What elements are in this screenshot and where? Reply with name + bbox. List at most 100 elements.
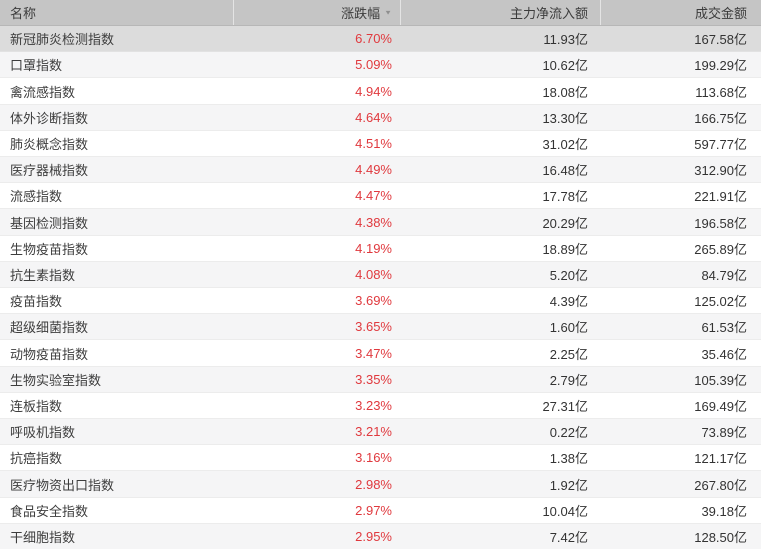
turnover-cell: 221.91亿 (694, 189, 747, 205)
net-inflow-cell: 20.29亿 (542, 215, 588, 231)
index-name-cell: 基因检测指数 (10, 215, 89, 231)
index-name-cell: 流感指数 (10, 189, 63, 205)
table-row[interactable]: 动物疫苗指数 3.47% 2.25亿 35.46亿 (0, 340, 761, 367)
table-row[interactable]: 禽流感指数 4.94% 18.08亿 113.68亿 (0, 78, 761, 105)
index-name-cell: 超级细菌指数 (10, 320, 89, 336)
index-name-cell: 干细胞指数 (10, 529, 76, 545)
net-inflow-cell: 5.20亿 (549, 267, 588, 283)
table-row[interactable]: 新冠肺炎检测指数 6.70% 11.93亿 167.58亿 (0, 26, 761, 53)
net-inflow-cell: 1.38亿 (549, 451, 588, 467)
table-row[interactable]: 呼吸机指数 3.21% 0.22亿 73.89亿 (0, 419, 761, 446)
change-pct-cell: 4.19% (355, 240, 392, 256)
table-row[interactable]: 肺炎概念指数 4.51% 31.02亿 597.77亿 (0, 130, 761, 158)
change-pct-cell: 4.47% (355, 188, 392, 204)
net-inflow-cell: 2.25亿 (549, 346, 588, 362)
net-inflow-cell: 2.79亿 (549, 372, 588, 388)
table-row[interactable]: 生物实验室指数 3.35% 2.79亿 105.39亿 (0, 366, 761, 393)
change-pct-cell: 4.51% (355, 135, 392, 151)
index-name-cell: 连板指数 (10, 398, 63, 414)
column-header-inflow-label: 主力净流入额 (509, 6, 588, 21)
turnover-cell: 265.89亿 (694, 241, 747, 257)
index-name-cell: 食品安全指数 (10, 503, 89, 519)
column-header-name-label: 名称 (10, 6, 37, 21)
column-header-name[interactable]: 名称 (0, 0, 233, 25)
index-name-cell: 医疗器械指数 (10, 163, 89, 179)
change-pct-cell: 2.98% (355, 476, 392, 492)
change-pct-cell: 2.97% (355, 502, 392, 518)
turnover-cell: 312.90亿 (694, 163, 747, 179)
change-pct-cell: 3.21% (355, 424, 392, 440)
index-name-cell: 医疗物资出口指数 (10, 477, 115, 493)
change-pct-cell: 6.70% (355, 31, 392, 47)
change-pct-cell: 2.95% (355, 528, 392, 544)
turnover-cell: 105.39亿 (694, 372, 747, 388)
net-inflow-cell: 4.39亿 (549, 294, 588, 310)
table-row[interactable]: 基因检测指数 4.38% 20.29亿 196.58亿 (0, 209, 761, 236)
table-row[interactable]: 口罩指数 5.09% 10.62亿 199.29亿 (0, 52, 761, 79)
turnover-cell: 84.79亿 (701, 267, 747, 283)
change-pct-cell: 3.23% (355, 397, 392, 413)
index-name-cell: 肺炎概念指数 (10, 136, 89, 152)
change-pct-cell: 3.16% (355, 450, 392, 466)
turnover-cell: 199.29亿 (694, 58, 747, 74)
table-row[interactable]: 医疗器械指数 4.49% 16.48亿 312.90亿 (0, 157, 761, 184)
turnover-cell: 597.77亿 (694, 136, 747, 152)
net-inflow-cell: 27.31亿 (542, 398, 588, 414)
table-row[interactable]: 疫苗指数 3.69% 4.39亿 125.02亿 (0, 288, 761, 315)
table-row[interactable]: 干细胞指数 2.95% 7.42亿 128.50亿 (0, 523, 761, 549)
table-row[interactable]: 超级细菌指数 3.65% 1.60亿 61.53亿 (0, 314, 761, 341)
table-body: 新冠肺炎检测指数 6.70% 11.93亿 167.58亿 口罩指数 5.09%… (0, 26, 761, 549)
turnover-cell: 196.58亿 (694, 215, 747, 231)
index-name-cell: 口罩指数 (10, 58, 63, 74)
column-header-inflow[interactable]: 主力净流入额 (400, 0, 600, 25)
turnover-cell: 128.50亿 (694, 529, 747, 545)
turnover-cell: 125.02亿 (694, 294, 747, 310)
index-name-cell: 疫苗指数 (10, 294, 63, 310)
table-row[interactable]: 生物疫苗指数 4.19% 18.89亿 265.89亿 (0, 235, 761, 262)
index-name-cell: 体外诊断指数 (10, 110, 89, 126)
net-inflow-cell: 10.04亿 (542, 503, 588, 519)
turnover-cell: 73.89亿 (701, 425, 747, 441)
change-pct-cell: 3.47% (355, 345, 392, 361)
table-row[interactable]: 医疗物资出口指数 2.98% 1.92亿 267.80亿 (0, 471, 761, 498)
table-row[interactable]: 抗生素指数 4.08% 5.20亿 84.79亿 (0, 261, 761, 289)
change-pct-cell: 4.38% (355, 214, 392, 230)
column-header-turnover[interactable]: 成交金额 (600, 0, 761, 25)
net-inflow-cell: 1.92亿 (549, 477, 588, 493)
index-name-cell: 新冠肺炎检测指数 (10, 32, 115, 48)
turnover-cell: 267.80亿 (694, 477, 747, 493)
turnover-cell: 121.17亿 (694, 451, 747, 467)
turnover-cell: 113.68亿 (695, 84, 747, 100)
table-row[interactable]: 抗癌指数 3.16% 1.38亿 121.17亿 (0, 445, 761, 472)
turnover-cell: 61.53亿 (701, 320, 747, 336)
index-name-cell: 生物实验室指数 (10, 372, 102, 388)
index-name-cell: 禽流感指数 (10, 84, 76, 100)
change-pct-cell: 3.65% (355, 319, 392, 335)
index-name-cell: 抗生素指数 (10, 267, 76, 283)
net-inflow-cell: 13.30亿 (542, 110, 588, 126)
column-header-change-label: 涨跌幅 (341, 6, 381, 21)
net-inflow-cell: 11.93亿 (543, 32, 588, 48)
turnover-cell: 166.75亿 (694, 110, 747, 126)
table-row[interactable]: 连板指数 3.23% 27.31亿 169.49亿 (0, 392, 761, 420)
change-pct-cell: 4.08% (355, 266, 392, 282)
index-name-cell: 呼吸机指数 (10, 425, 76, 441)
turnover-cell: 39.18亿 (701, 503, 747, 519)
change-pct-cell: 4.64% (355, 109, 392, 125)
table-row[interactable]: 流感指数 4.47% 17.78亿 221.91亿 (0, 183, 761, 210)
table-row[interactable]: 体外诊断指数 4.64% 13.30亿 166.75亿 (0, 104, 761, 131)
index-name-cell: 抗癌指数 (10, 451, 63, 467)
net-inflow-cell: 10.62亿 (542, 58, 588, 74)
table-header: 名称 涨跌幅 ▼ 主力净流入额 成交金额 (0, 0, 761, 26)
change-pct-cell: 3.69% (355, 293, 392, 309)
column-header-change[interactable]: 涨跌幅 ▼ (233, 0, 400, 25)
index-name-cell: 生物疫苗指数 (10, 241, 89, 257)
net-inflow-cell: 31.02亿 (542, 136, 588, 152)
net-inflow-cell: 18.08亿 (542, 84, 588, 100)
net-inflow-cell: 0.22亿 (549, 425, 588, 441)
net-inflow-cell: 1.60亿 (549, 320, 588, 336)
turnover-cell: 169.49亿 (694, 398, 747, 414)
change-pct-cell: 5.09% (355, 57, 392, 73)
table-row[interactable]: 食品安全指数 2.97% 10.04亿 39.18亿 (0, 497, 761, 524)
